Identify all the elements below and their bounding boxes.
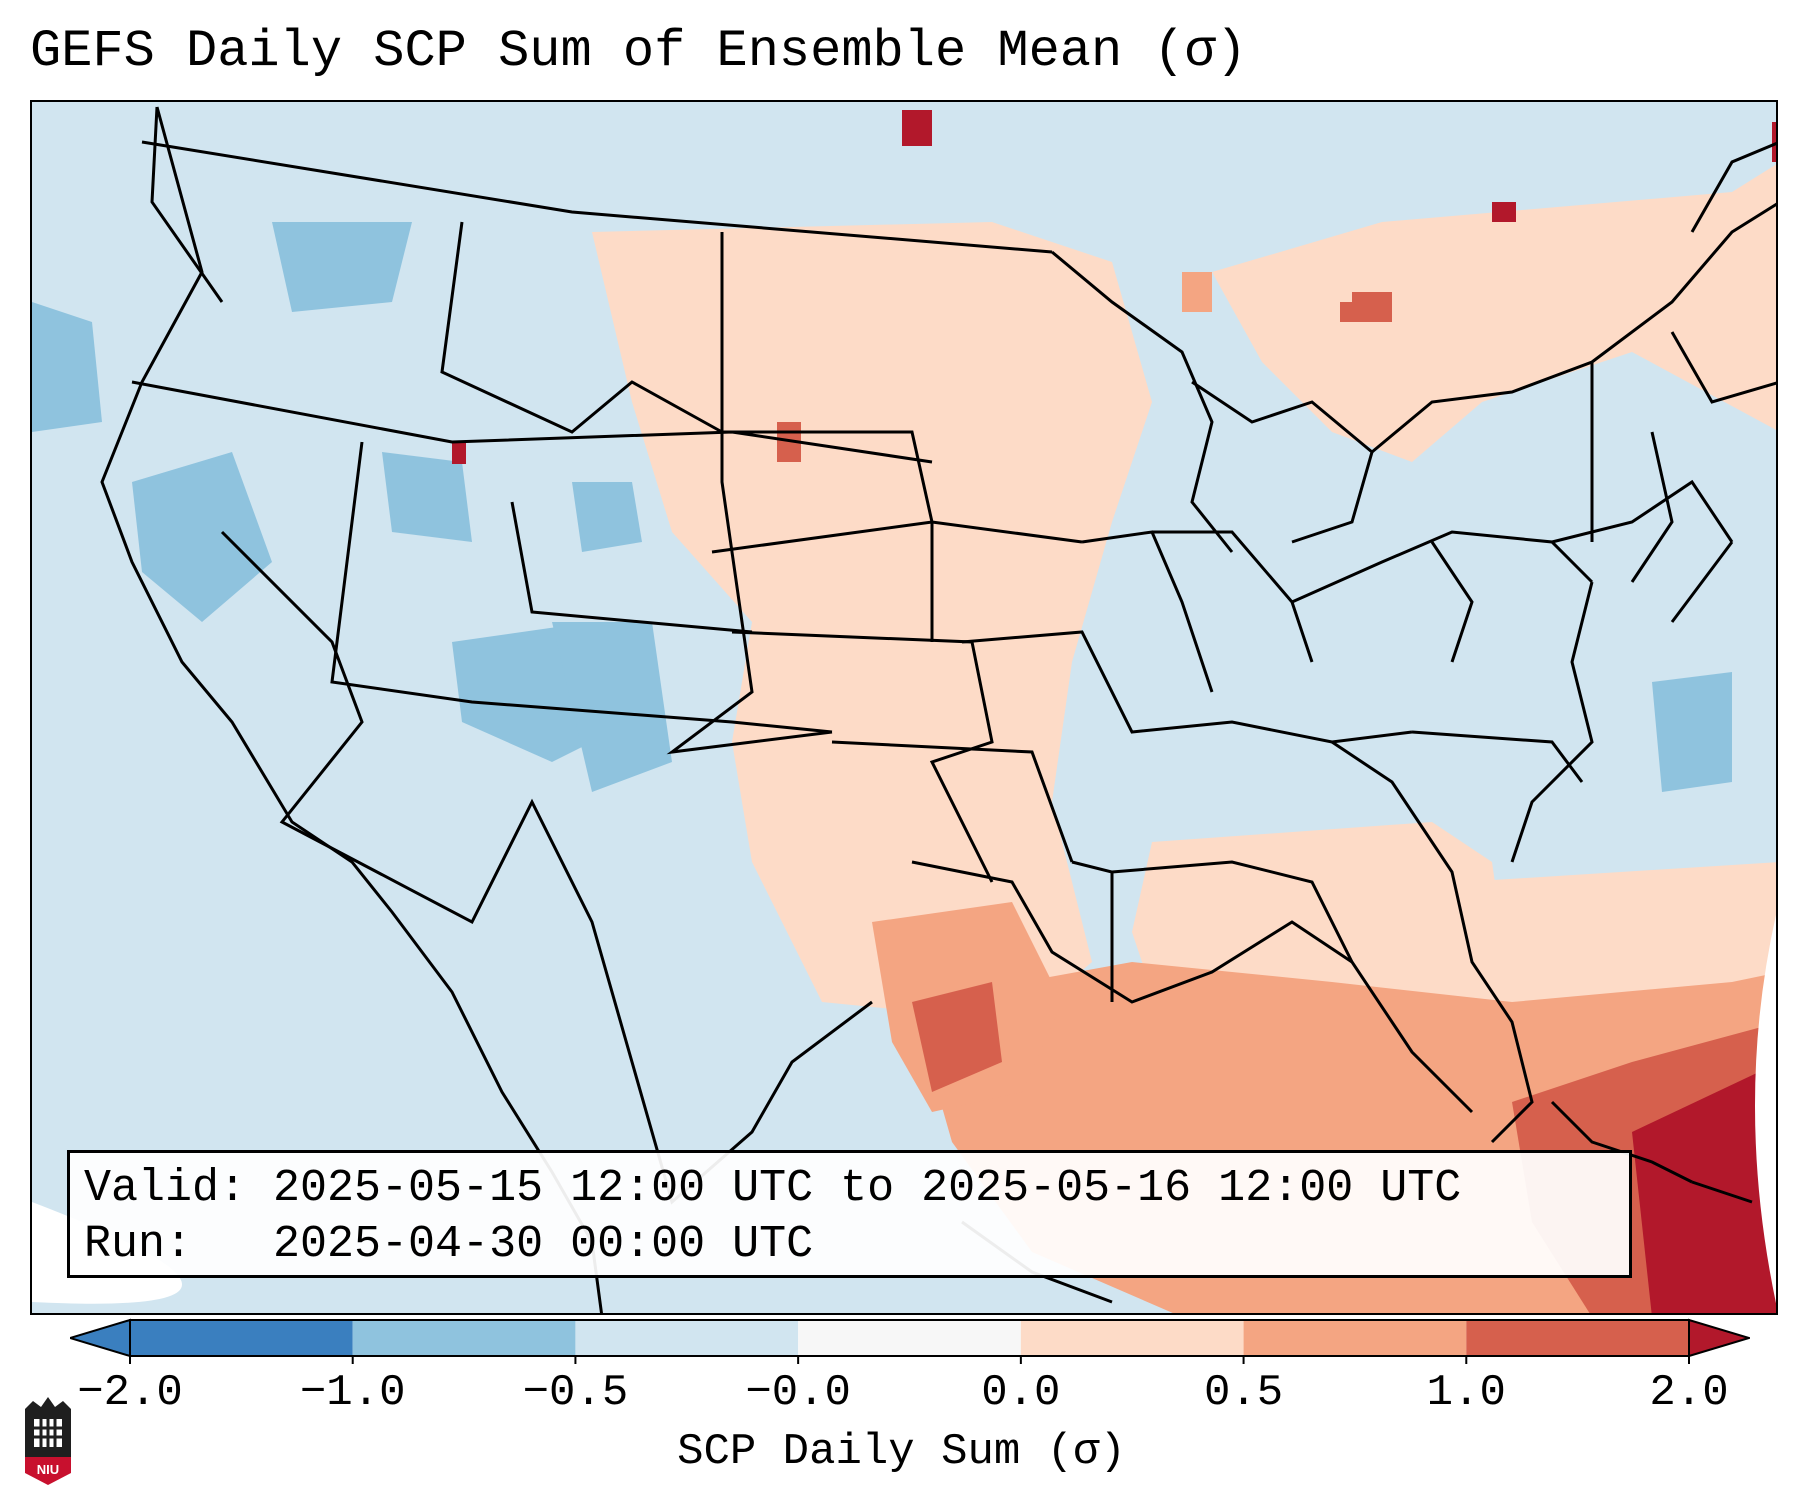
valid-run-info-box: Valid: 2025-05-15 12:00 UTC to 2025-05-1…	[67, 1150, 1632, 1278]
boundary-lines	[100, 106, 1776, 1313]
colorbar-tick-label: 1.0	[1426, 1368, 1506, 1418]
page-title: GEFS Daily SCP Sum of Ensemble Mean (σ)	[30, 22, 1247, 81]
colorbar-segment	[130, 1320, 353, 1356]
map-panel	[30, 100, 1778, 1315]
colorbar-extend-low	[70, 1318, 131, 1358]
colorbar-tick-label: 0.0	[981, 1368, 1061, 1418]
colorbar-title: SCP Daily Sum (σ)	[677, 1427, 1126, 1477]
colorbar-tick-label: −1.0	[299, 1368, 406, 1418]
colorbar-tick-label: 2.0	[1649, 1368, 1729, 1418]
logo-text: NIU	[37, 1462, 59, 1477]
colorbar-segment	[352, 1320, 576, 1356]
valid-time-label: Valid: 2025-05-15 12:00 UTC to 2025-05-1…	[84, 1163, 1462, 1214]
run-time-label: Run: 2025-04-30 00:00 UTC	[84, 1219, 814, 1270]
colorbar-tick-label: −0.0	[745, 1368, 851, 1418]
colorbar-extend-high	[1688, 1318, 1750, 1358]
colorbar-tick-label: −2.0	[77, 1368, 183, 1418]
niu-logo-icon: NIU	[25, 1397, 71, 1485]
colorbar-segment	[1466, 1320, 1689, 1356]
colorbar-tick-label: −0.5	[522, 1368, 629, 1418]
colorbar-segment	[798, 1320, 1021, 1356]
colorbar	[70, 1318, 1750, 1364]
colorbar-border	[129, 1319, 1690, 1357]
colorbar-tick-label: 0.5	[1203, 1368, 1284, 1418]
colorbar-segment	[575, 1320, 799, 1356]
scp-anomaly-map	[32, 102, 1776, 1313]
colorbar-segment	[1243, 1320, 1467, 1356]
colorbar-segment	[1020, 1320, 1244, 1356]
